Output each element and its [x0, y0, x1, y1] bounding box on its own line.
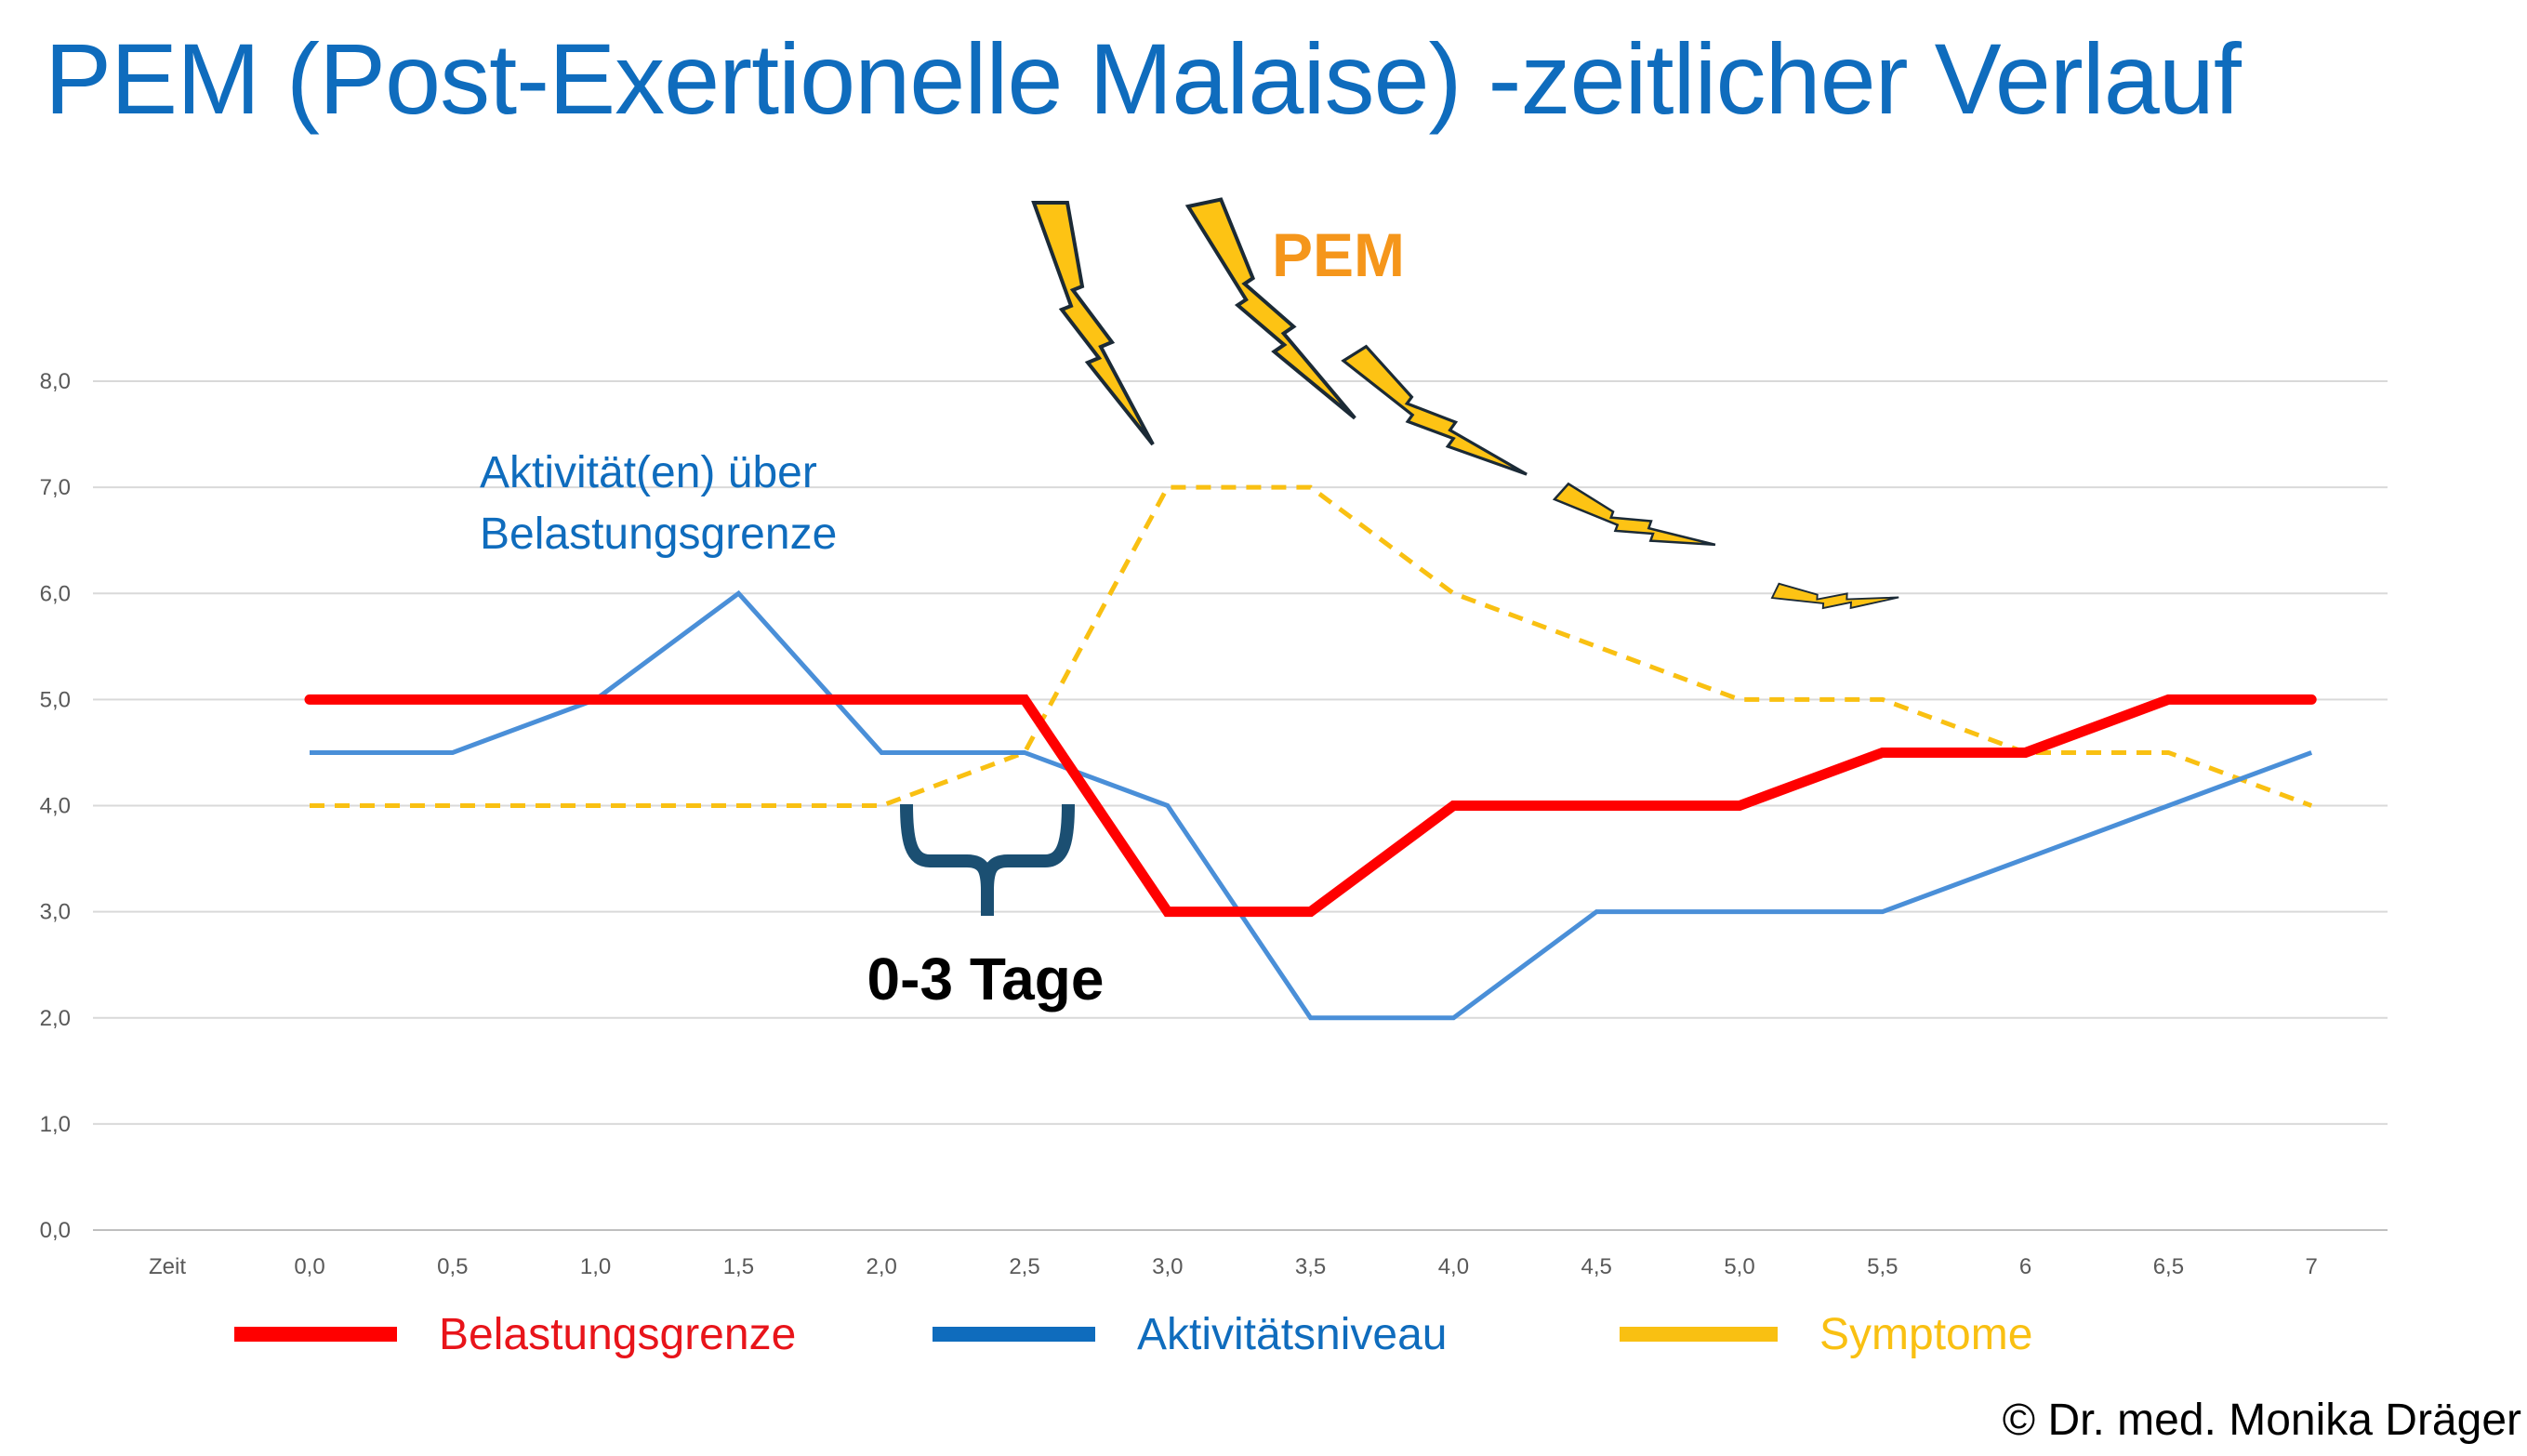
x-tick-label: 6 [2019, 1254, 2031, 1279]
lightning-bolt-icon [1031, 201, 1155, 446]
lightning-bolt-icon [1552, 482, 1716, 547]
x-tick-label: 7 [2306, 1254, 2318, 1279]
copyright-notice: © Dr. med. Monika Dräger [2002, 1396, 2521, 1445]
lightning-bolt-icon [1341, 344, 1528, 476]
legend-item-belastungsgrenze: Belastungsgrenze [234, 1302, 796, 1367]
series-line-symptome [310, 484, 2313, 808]
x-tick-label: 3,5 [1295, 1254, 1326, 1279]
y-tick-label: 4,0 [40, 794, 71, 819]
y-tick-label: 2,0 [40, 1006, 71, 1031]
activity-annotation-line1: Aktivität(en) über [480, 448, 817, 497]
delay-label: 0-3 Tage [867, 946, 1105, 1013]
legend-swatch-aktivitaetsniveau [933, 1327, 1095, 1342]
x-axis-title: Zeit [149, 1254, 186, 1279]
legend-swatch-belastungsgrenze [234, 1327, 397, 1342]
series-line-belastungsgrenze [304, 694, 2317, 918]
x-tick-label: 2,0 [867, 1254, 897, 1279]
x-tick-label: 3,0 [1152, 1254, 1183, 1279]
x-tick-label: 5,0 [1724, 1254, 1754, 1279]
activity-annotation-line2: Belastungsgrenze [480, 510, 837, 559]
y-tick-label: 8,0 [40, 369, 71, 394]
x-tick-label: 5,5 [1867, 1254, 1898, 1279]
legend-label-aktivitaetsniveau: Aktivitätsniveau [1137, 1309, 1448, 1359]
legend-item-aktivitaetsniveau: Aktivitätsniveau [933, 1302, 1448, 1367]
x-tick-label: 1,0 [580, 1254, 611, 1279]
y-tick-label: 3,0 [40, 900, 71, 925]
y-tick-label: 0,0 [40, 1218, 71, 1243]
x-tick-label: 4,5 [1581, 1254, 1612, 1279]
x-axis-ticks: Zeit 0,0 0,5 1,0 1,5 2,0 2,5 3,0 3,5 4,0 4,5 5,0 5,5… [149, 1254, 2318, 1279]
delay-brace [900, 803, 1075, 916]
x-tick-label: 0,5 [437, 1254, 468, 1279]
y-axis-ticks: 0,0 1,0 2,0 3,0 4,0 5,0 6,0 7,0 8,0 [40, 369, 71, 1243]
lightning-bolts [1031, 197, 1899, 610]
x-tick-label: 6,5 [2153, 1254, 2184, 1279]
page-title: PEM (Post-Exertionelle Malaise) -zeitlic… [45, 22, 2242, 135]
pem-label: PEM [1272, 220, 1405, 289]
y-tick-label: 1,0 [40, 1112, 71, 1137]
x-tick-label: 2,5 [1009, 1254, 1039, 1279]
lightning-bolt-icon [1184, 197, 1356, 420]
x-tick-label: 0,0 [294, 1254, 324, 1279]
legend-swatch-symptome [1620, 1327, 1778, 1342]
y-tick-label: 5,0 [40, 687, 71, 712]
gridlines [93, 380, 2388, 1231]
x-tick-label: 1,5 [723, 1254, 754, 1279]
series-line-aktivitaetsniveau [310, 589, 2313, 1021]
x-tick-label: 4,0 [1438, 1254, 1469, 1279]
lightning-bolt-icon [1770, 582, 1899, 610]
y-tick-label: 6,0 [40, 581, 71, 606]
legend-label-symptome: Symptome [1819, 1309, 2033, 1359]
y-tick-label: 7,0 [40, 475, 71, 500]
series-lines [304, 484, 2317, 1021]
legend-label-belastungsgrenze: Belastungsgrenze [439, 1309, 797, 1359]
legend-item-symptome: Symptome [1620, 1302, 2032, 1367]
